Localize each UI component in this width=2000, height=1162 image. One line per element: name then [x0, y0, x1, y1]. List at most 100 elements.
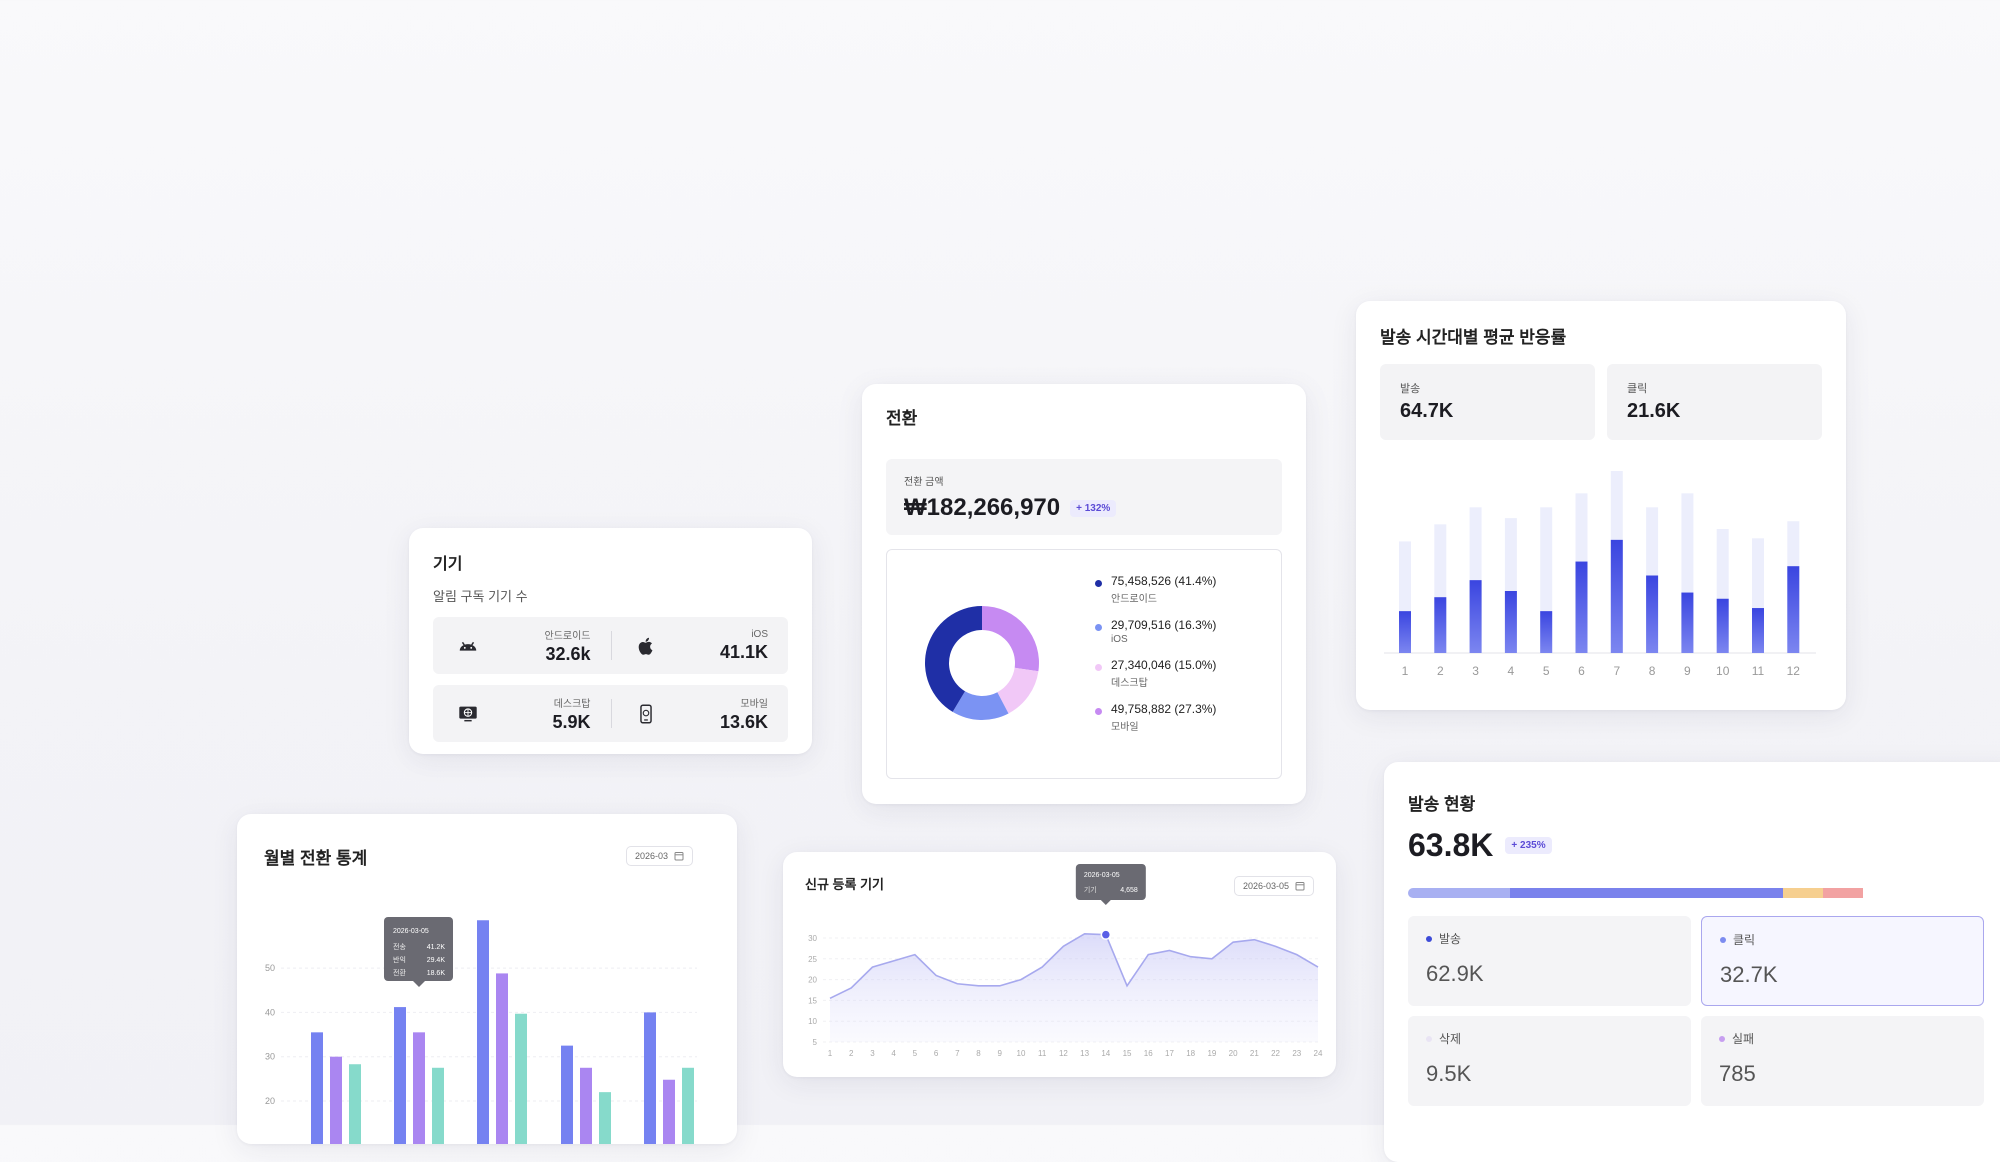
area-y-tick: 5 — [813, 1038, 818, 1047]
hourly-tick-label: 1 — [1402, 664, 1409, 678]
status-segment-bar — [1408, 888, 1988, 898]
tooltip-key: 전송 — [393, 942, 406, 951]
conversion-title: 전환 — [886, 409, 918, 428]
new-devices-title: 신규 등록 기기 — [805, 877, 884, 892]
device-label: iOS — [751, 628, 768, 640]
monthly-y-tick: 50 — [265, 963, 275, 973]
area-x-tick: 9 — [998, 1049, 1003, 1058]
monthly-bar-chart: 20 30 40 50 2026-03-05 전송 41.2K 반익 29.4K 전환 18.6K — [265, 917, 697, 1144]
legend-name: iOS — [1111, 634, 1128, 645]
device-label: 데스크탑 — [553, 698, 591, 710]
area-x-tick: 22 — [1271, 1049, 1280, 1058]
area-y-tick: 30 — [808, 934, 817, 943]
new-devices-date-picker[interactable]: 2026-03-05 — [1233, 876, 1314, 896]
segment-delete — [1782, 888, 1824, 898]
device-row: 데스크탑 5.9K 모바일 13.6K — [433, 685, 788, 742]
desktop-icon — [459, 706, 477, 721]
conversion-growth-badge: + 132% — [1070, 499, 1117, 517]
area-x-tick: 13 — [1080, 1049, 1089, 1058]
area-x-tick: 21 — [1250, 1049, 1259, 1058]
monthly-bar — [644, 1012, 656, 1144]
area-x-tick: 18 — [1186, 1049, 1195, 1058]
status-click-box[interactable]: 클릭 32.7K — [1701, 916, 1984, 1006]
status-total: 63.8K — [1408, 827, 1494, 863]
hourly-response-title: 발송 시간대별 평균 반응률 — [1380, 328, 1567, 347]
hourly-response-chart: 1 2 3 4 5 6 7 8 9 10 11 12 — [1384, 471, 1816, 678]
area-tooltip-arrow — [1100, 900, 1111, 905]
device-value: 41.1K — [719, 641, 768, 662]
tooltip-bg — [384, 917, 453, 981]
area-x-tick: 17 — [1165, 1049, 1174, 1058]
legend-name: 모바일 — [1111, 722, 1139, 733]
area-x-tick: 7 — [955, 1049, 960, 1058]
hourly-bar — [1716, 598, 1729, 653]
status-value: 62.9K — [1426, 961, 1484, 986]
status-value: 785 — [1719, 1061, 1756, 1086]
status-value: 32.7K — [1720, 962, 1778, 987]
status-delete-box[interactable]: 삭제 9.5K — [1408, 1016, 1691, 1106]
monthly-bar — [496, 973, 508, 1144]
new-devices-card: 신규 등록 기기 2026-03-05 5 10 15 20 25 30 1 2 3 4 5 6 7 8 9… — [783, 852, 1336, 1077]
donut-slice-3 — [997, 667, 1039, 714]
hourly-tick-label: 2 — [1437, 664, 1444, 678]
monthly-title: 월별 전환 통계 — [264, 849, 368, 868]
legend-value: 75,458,526 (41.4%) — [1111, 574, 1217, 588]
area-x-tick: 2 — [849, 1049, 854, 1058]
area-x-tick: 20 — [1229, 1049, 1238, 1058]
hourly-bar — [1610, 539, 1623, 653]
stat-sent: 발송 64.7K — [1380, 364, 1595, 440]
status-growth-badge: + 235% — [1505, 837, 1552, 854]
area-highlight-dot — [1100, 929, 1112, 940]
segment-sent — [1408, 888, 1511, 898]
area-y-tick: 15 — [808, 996, 817, 1005]
mobile-icon — [639, 704, 652, 723]
monthly-bar — [682, 1067, 694, 1144]
conversion-legend: 75,458,526 (41.4%) 안드로이드 29,709,516 (16.3… — [1095, 574, 1216, 746]
monthly-bar — [580, 1067, 592, 1144]
area-fill — [830, 933, 1318, 1042]
send-status-card: 발송 현황 63.8K + 235% 발송 62.9K 클릭 32.7K 삭제 … — [1384, 762, 2000, 1162]
area-x-tick: 3 — [870, 1049, 875, 1058]
hourly-tick-label: 6 — [1578, 664, 1585, 678]
hourly-bar — [1787, 566, 1800, 653]
status-label: 실패 — [1732, 1032, 1755, 1046]
hourly-tick-label: 8 — [1649, 664, 1656, 678]
hourly-bar — [1540, 611, 1553, 653]
status-sent-box[interactable]: 발송 62.9K — [1408, 916, 1691, 1006]
monthly-date-picker[interactable]: 2026-03 — [625, 846, 693, 866]
android-icon — [459, 641, 477, 651]
monthly-bar — [413, 1032, 425, 1144]
device-value: 32.6k — [545, 643, 591, 664]
area-x-tick: 14 — [1101, 1049, 1110, 1058]
conversion-amount-label: 전환 금액 — [904, 477, 944, 488]
hourly-bar — [1646, 575, 1659, 653]
device-item-desktop: 데스크탑 5.9K — [433, 685, 611, 742]
conversion-donut-chart — [925, 606, 1039, 720]
hourly-bar — [1752, 608, 1764, 653]
conversion-chart-box: 75,458,526 (41.4%) 안드로이드 29,709,516 (16.3… — [886, 549, 1282, 779]
monthly-bar — [561, 1045, 573, 1144]
area-x-tick: 8 — [976, 1049, 981, 1058]
status-label: 클릭 — [1733, 933, 1756, 947]
monthly-conversion-card: 월별 전환 통계 2026-03 20 30 40 50 2026-03-05 전송 41.… — [237, 814, 737, 1144]
device-value: 13.6K — [719, 711, 768, 732]
status-fail-box[interactable]: 실패 785 — [1701, 1016, 1984, 1106]
hourly-bar — [1434, 597, 1447, 653]
apple-icon — [638, 637, 652, 655]
legend-item: 27,340,046 (15.0%) 데스크탑 — [1095, 658, 1216, 689]
calendar-icon — [674, 852, 684, 861]
monthly-date: 2026-03 — [634, 851, 668, 861]
tooltip-value: 29.4K — [427, 957, 446, 964]
tooltip-key: 반익 — [393, 955, 406, 964]
donut-slice-4 — [982, 606, 1039, 672]
device-label: 안드로이드 — [544, 630, 591, 642]
area-x-tick: 12 — [1059, 1049, 1068, 1058]
device-item-android: 안드로이드 32.6k — [433, 617, 611, 674]
area-tooltip-key: 기기 — [1084, 885, 1097, 894]
area-x-tick: 24 — [1314, 1049, 1323, 1058]
device-title: 기기 — [433, 556, 463, 573]
monthly-y-tick: 40 — [265, 1007, 275, 1017]
monthly-bar — [311, 1032, 323, 1144]
